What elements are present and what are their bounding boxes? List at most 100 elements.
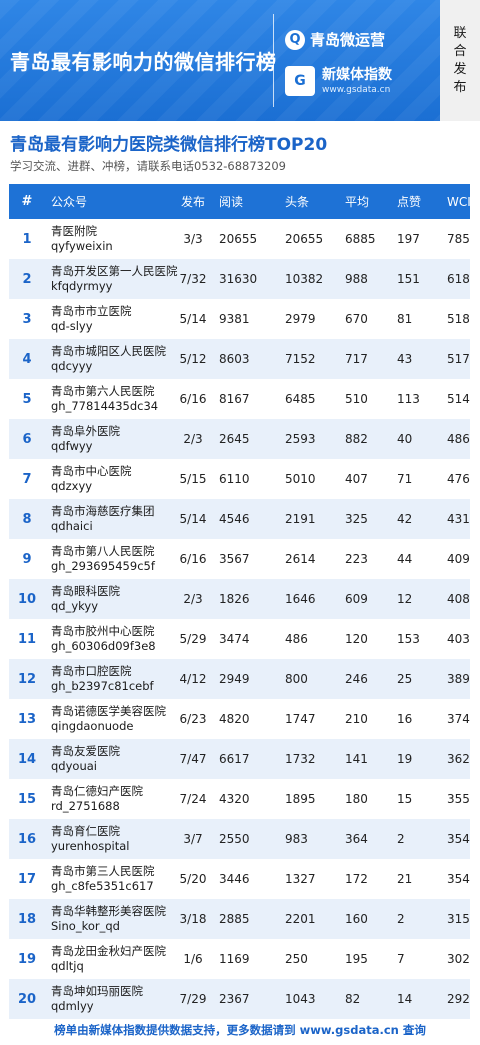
read-cell: 2949 <box>219 672 250 686</box>
account-cell: 青岛友爱医院 qdyouai <box>45 744 171 774</box>
headline-cell: 7152 <box>285 352 316 366</box>
account-name: 青岛诺德医学美容医院 <box>51 704 166 718</box>
wci-cell: 517 <box>447 352 470 366</box>
wci-cell: 476 <box>447 472 470 486</box>
likes-cell: 2 <box>397 912 405 926</box>
side-tag-char: 联 <box>453 25 467 41</box>
average-cell: 988 <box>345 272 368 286</box>
account-id: qingdaonuode <box>51 719 134 733</box>
brand1-name: 青岛微运营 <box>310 31 386 49</box>
account-id: gh_293695459c5f <box>51 559 155 573</box>
q-logo-icon: Q <box>285 29 305 50</box>
table-row: 18 青岛华韩整形美容医院 Sino_kor_qd 3/18 2885 2201 160 2 3… <box>9 899 470 939</box>
col-header-account: 公众号 <box>51 195 88 209</box>
read-cell: 20655 <box>219 232 258 246</box>
rank-cell: 14 <box>17 751 37 767</box>
publish-cell: 1/6 <box>183 952 203 966</box>
wci-cell: 403 <box>447 632 470 646</box>
headline-cell: 2593 <box>285 432 316 446</box>
average-cell: 717 <box>345 352 368 366</box>
publish-cell: 5/14 <box>179 312 207 326</box>
wci-cell: 409 <box>447 552 470 566</box>
table-row: 15 青岛仁德妇产医院 rd_2751688 7/24 4320 1895 180 15 355 <box>9 779 470 819</box>
headline-cell: 1646 <box>285 592 316 606</box>
account-id: gh_60306d09f3e8 <box>51 639 156 653</box>
wci-cell: 315 <box>447 912 470 926</box>
read-cell: 4320 <box>219 792 250 806</box>
rank-cell: 1 <box>22 231 32 247</box>
account-id: Sino_kor_qd <box>51 919 120 933</box>
rank-cell: 13 <box>17 711 37 727</box>
account-cell: 青医附院 qyfyweixin <box>45 224 171 254</box>
account-name: 青岛市海慈医疗集团 <box>51 504 155 518</box>
headline-cell: 10382 <box>285 272 324 286</box>
table-row: 8 青岛市海慈医疗集团 qdhaici 5/14 4546 2191 325 42 431 <box>9 499 470 539</box>
account-name: 青医附院 <box>51 224 97 238</box>
account-cell: 青岛坤如玛丽医院 qdmlyy <box>45 984 171 1014</box>
average-cell: 195 <box>345 952 368 966</box>
read-cell: 4546 <box>219 512 250 526</box>
account-name: 青岛华韩整形美容医院 <box>51 904 166 918</box>
account-cell: 青岛阜外医院 qdfwyy <box>45 424 171 454</box>
read-cell: 2550 <box>219 832 250 846</box>
table-row: 7 青岛市中心医院 qdzxyy 5/15 6110 5010 407 71 476 <box>9 459 470 499</box>
headline-cell: 800 <box>285 672 308 686</box>
read-cell: 6110 <box>219 472 250 486</box>
likes-cell: 25 <box>397 672 413 686</box>
wci-cell: 514 <box>447 392 470 406</box>
rank-cell: 5 <box>22 391 32 407</box>
publish-cell: 5/29 <box>179 632 207 646</box>
headline-cell: 1732 <box>285 752 316 766</box>
average-cell: 364 <box>345 832 368 846</box>
publish-cell: 7/32 <box>179 272 207 286</box>
average-cell: 510 <box>345 392 368 406</box>
publish-cell: 2/3 <box>183 432 203 446</box>
average-cell: 120 <box>345 632 368 646</box>
table-header: # 公众号 发布 阅读 头条 平均 点赞 WCI <box>9 184 471 219</box>
col-header-likes: 点赞 <box>397 195 422 209</box>
account-id: rd_2751688 <box>51 799 120 813</box>
account-id: gh_c8fe5351c617 <box>51 879 154 893</box>
rank-cell: 16 <box>17 831 37 847</box>
headline-cell: 1747 <box>285 712 316 726</box>
account-id: qd_ykyy <box>51 599 99 613</box>
account-id: qdltjq <box>51 959 84 973</box>
joint-release-tag: 联 合 发 布 <box>440 0 480 121</box>
table-row: 6 青岛阜外医院 qdfwyy 2/3 2645 2593 882 40 486 <box>9 419 470 459</box>
table-row: 16 青岛育仁医院 yurenhospital 3/7 2550 983 364 2 354 <box>9 819 470 859</box>
brand2-name: 新媒体指数 <box>322 66 392 83</box>
brand-gsdata: G 新媒体指数 www.gsdata.cn <box>285 66 392 96</box>
rank-cell: 15 <box>17 791 37 807</box>
side-tag-char: 发 <box>453 61 467 77</box>
wci-cell: 374 <box>447 712 470 726</box>
likes-cell: 7 <box>397 952 405 966</box>
account-name: 青岛市第八人民医院 <box>51 544 155 558</box>
average-cell: 325 <box>345 512 368 526</box>
account-id: qdfwyy <box>51 439 93 453</box>
read-cell: 4820 <box>219 712 250 726</box>
rank-cell: 8 <box>22 511 32 527</box>
table-row: 5 青岛市第六人民医院 gh_77814435dc34 6/16 8167 6485 510… <box>9 379 470 419</box>
likes-cell: 43 <box>397 352 413 366</box>
read-cell: 31630 <box>219 272 258 286</box>
account-name: 青岛友爱医院 <box>51 744 120 758</box>
account-cell: 青岛眼科医院 qd_ykyy <box>45 584 171 614</box>
publish-cell: 3/3 <box>183 232 203 246</box>
account-cell: 青岛诺德医学美容医院 qingdaonuode <box>45 704 171 734</box>
average-cell: 180 <box>345 792 368 806</box>
average-cell: 160 <box>345 912 368 926</box>
publish-cell: 4/12 <box>179 672 207 686</box>
read-cell: 1169 <box>219 952 250 966</box>
wci-cell: 362 <box>447 752 470 766</box>
likes-cell: 42 <box>397 512 413 526</box>
table-row: 1 青医附院 qyfyweixin 3/3 20655 20655 6885 197 785 <box>9 219 470 259</box>
col-header-rank: # <box>21 194 33 209</box>
average-cell: 210 <box>345 712 368 726</box>
rank-cell: 10 <box>17 591 37 607</box>
account-name: 青岛坤如玛丽医院 <box>51 984 143 998</box>
likes-cell: 44 <box>397 552 413 566</box>
table-row: 20 青岛坤如玛丽医院 qdmlyy 7/29 2367 1043 82 14 292 <box>9 979 470 1019</box>
rank-cell: 20 <box>17 991 37 1007</box>
rank-cell: 9 <box>22 551 32 567</box>
banner-divider <box>273 14 274 107</box>
